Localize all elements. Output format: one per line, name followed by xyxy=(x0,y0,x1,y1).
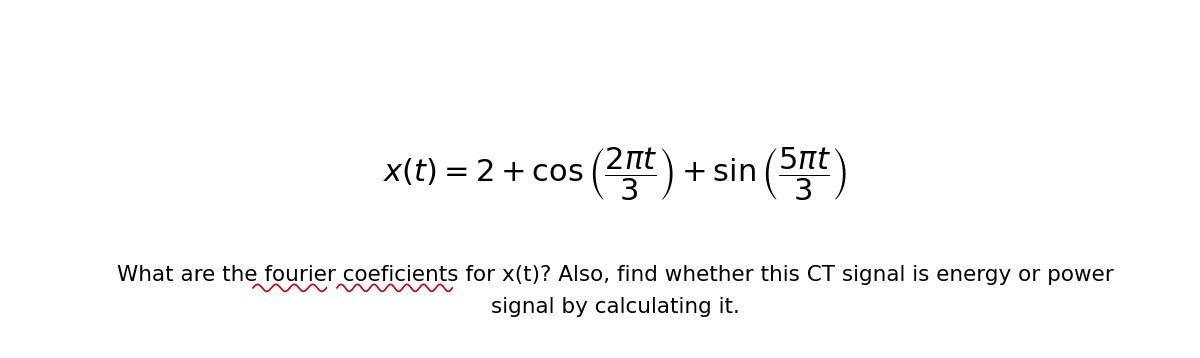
Text: $x(t) = 2 + \cos\left(\dfrac{2\pi t}{3}\right) + \sin\left(\dfrac{5\pi t}{3}\rig: $x(t) = 2 + \cos\left(\dfrac{2\pi t}{3}\… xyxy=(383,145,847,203)
Text: What are the fourier coeficients for x(t)? Also, find whether this CT signal is : What are the fourier coeficients for x(t… xyxy=(116,265,1114,285)
Text: signal by calculating it.: signal by calculating it. xyxy=(491,296,739,316)
